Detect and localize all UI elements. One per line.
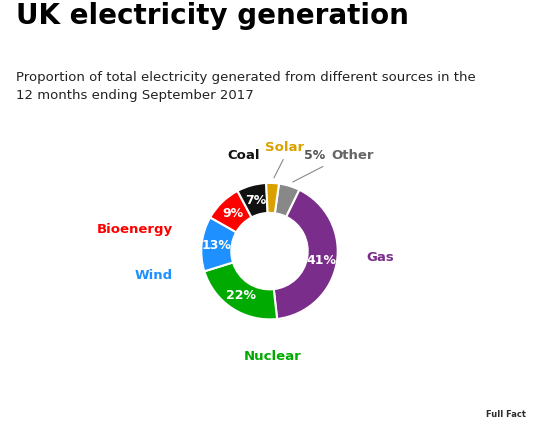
Wedge shape: [201, 217, 236, 271]
Text: 9%: 9%: [222, 207, 243, 220]
Wedge shape: [274, 190, 338, 319]
Text: 3%: 3%: [300, 141, 321, 154]
Text: 13%: 13%: [202, 239, 232, 252]
Wedge shape: [210, 191, 252, 232]
Text: Proportion of total electricity generated from different sources in the
12 month: Proportion of total electricity generate…: [16, 71, 476, 102]
Text: Department for Business, Energy & Industrial Strategy, Energy trends:
electricit: Department for Business, Energy & Indust…: [67, 381, 461, 404]
Polygon shape: [493, 366, 539, 433]
Text: Wind: Wind: [135, 268, 172, 281]
Text: 5%: 5%: [304, 149, 326, 162]
Text: Coal: Coal: [227, 149, 260, 162]
Text: Other: Other: [331, 149, 374, 162]
Text: 7%: 7%: [245, 194, 266, 207]
Wedge shape: [204, 262, 277, 320]
Text: Gas: Gas: [367, 252, 394, 265]
Text: UK electricity generation: UK electricity generation: [16, 2, 409, 29]
Text: 22%: 22%: [225, 289, 255, 302]
Text: Bioenergy: Bioenergy: [96, 223, 172, 236]
Wedge shape: [266, 183, 279, 213]
Wedge shape: [275, 184, 299, 217]
Text: Nuclear: Nuclear: [244, 350, 302, 363]
Text: 41%: 41%: [307, 254, 337, 267]
Wedge shape: [238, 183, 268, 217]
Text: Source:: Source:: [13, 381, 61, 391]
Text: Solar: Solar: [265, 141, 304, 154]
Text: Full Fact: Full Fact: [486, 410, 526, 419]
